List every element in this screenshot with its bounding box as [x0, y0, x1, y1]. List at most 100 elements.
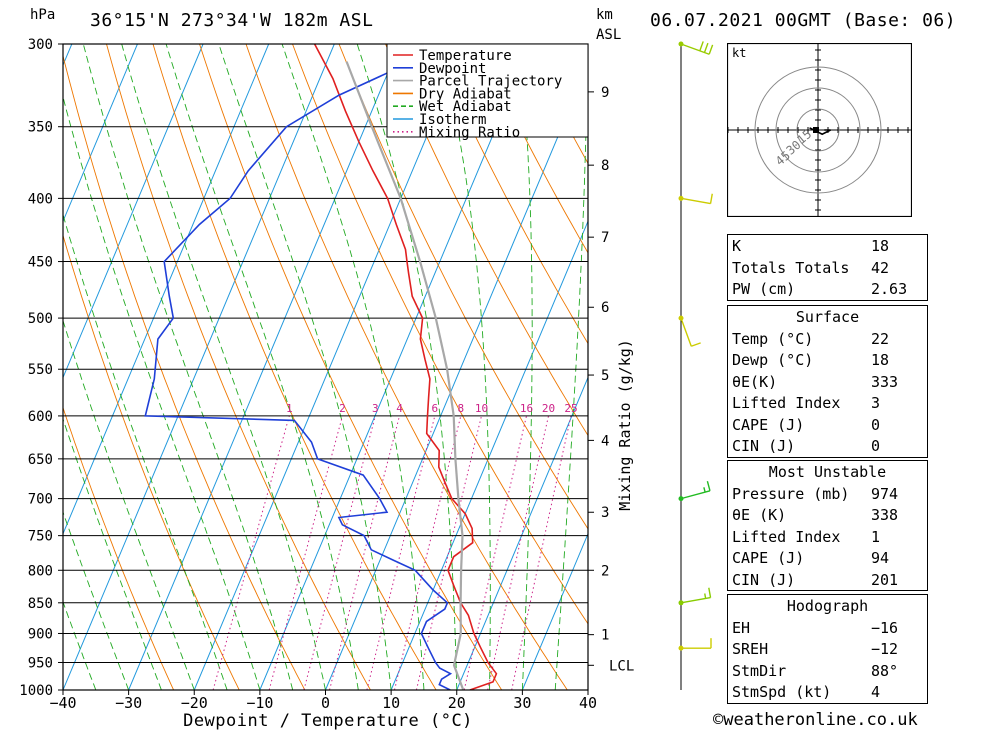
wind-barb-flag	[703, 487, 706, 493]
x-axis-title: Dewpoint / Temperature (°C)	[183, 711, 473, 731]
hodograph-index-value: −12	[871, 640, 899, 658]
dry-adiabat-line	[990, 44, 1000, 690]
hodograph-ring	[796, 108, 840, 152]
most-unstable-label: Pressure (mb)	[732, 484, 850, 503]
pressure-tick-label: 450	[28, 255, 53, 271]
pressure-tick-label: 300	[28, 37, 53, 53]
most-unstable-row: CAPE (J) 94	[728, 548, 927, 570]
temperature-profile	[313, 44, 498, 690]
isotherm-line	[193, 44, 467, 690]
isotherm-line	[456, 376, 588, 690]
most-unstable-value: 974	[871, 484, 899, 503]
location-title: 36°15'N 273°34'W 182m ASL	[90, 10, 374, 31]
km-tick-label: 8	[601, 158, 609, 174]
surface-row: Dewp (°C) 18	[728, 350, 927, 372]
surface-value: 18	[871, 351, 890, 369]
datetime-title: 06.07.2021 00GMT (Base: 06)	[650, 10, 957, 31]
wind-barb-flag	[708, 587, 712, 598]
wet-adiabat-line	[63, 600, 97, 690]
asl-unit-label: ASL	[596, 27, 622, 43]
hodograph-index-value: 4	[871, 683, 881, 701]
mixing-ratio-line	[415, 415, 482, 690]
hodograph-index-label: SREH	[732, 640, 769, 658]
temperature-tick-label: 20	[448, 694, 466, 712]
mixing-ratio-label: 16	[520, 402, 533, 415]
pressure-tick-label: 350	[28, 120, 53, 136]
isotherm-line	[128, 44, 401, 690]
mixing-ratio-label: 1	[286, 402, 293, 415]
pressure-tick-label: 600	[28, 409, 53, 425]
index-row: PW (cm) 2.63	[728, 279, 927, 301]
isotherm-line	[63, 44, 204, 379]
legend-entry-label: Dewpoint	[419, 61, 486, 77]
hodograph-index-row: StmSpd (kt) 4	[728, 682, 927, 704]
dry-adiabat-line	[478, 44, 588, 254]
index-value: 18	[871, 237, 890, 255]
most-unstable-value: 1	[871, 527, 881, 546]
most-unstable-label: CAPE (J)	[732, 549, 805, 567]
most-unstable-box: Most Unstable Pressure (mb) 974 θE (K) 338 Li…	[727, 460, 928, 591]
index-label: K	[732, 237, 742, 255]
km-unit-label: km	[596, 7, 613, 23]
wet-adiabat-line	[63, 510, 130, 690]
dry-adiabat-line	[385, 44, 588, 437]
mixing-ratio-label: 8	[457, 402, 464, 415]
pressure-tick-label: 850	[28, 596, 53, 612]
surface-label: CAPE (J)	[732, 415, 805, 434]
surface-section-title: Surface	[795, 308, 860, 326]
surface-row: Lifted Index 3	[728, 393, 927, 415]
isotherm-line	[259, 44, 532, 690]
most-unstable-label: θE (K)	[732, 506, 787, 524]
pressure-tick-label: 650	[28, 452, 53, 468]
footer-site: weatheronline.co.uk	[723, 710, 918, 730]
hodograph-index-label: StmSpd (kt)	[732, 683, 832, 701]
dry-adiabat-line	[292, 44, 588, 625]
mixing-ratio-label: 4	[396, 402, 403, 415]
temperature-tick-label: −30	[115, 694, 142, 712]
mixing-ratio-label: 3	[372, 402, 379, 415]
mixing-ratio-label: 20	[542, 402, 555, 415]
hodograph-ring	[754, 66, 882, 194]
index-value: 42	[871, 258, 890, 277]
surface-label: Dewp (°C)	[732, 351, 814, 369]
most-unstable-value: 338	[871, 506, 899, 524]
wet-adiabat-line	[63, 417, 162, 690]
wind-barb-flag	[704, 593, 707, 599]
wind-barb-flag	[691, 342, 701, 347]
km-tick-label: 7	[601, 230, 609, 246]
most-unstable-row: θE (K) 338	[728, 505, 927, 527]
index-row: Totals Totals 42	[728, 258, 927, 280]
isotherm-line	[390, 219, 588, 690]
surface-value: 3	[871, 394, 881, 412]
isotherm-line	[0, 44, 6, 690]
legend-entry-label: Mixing Ratio	[419, 125, 520, 141]
mixing-ratio-label: 2	[339, 402, 346, 415]
temperature-tick-label: 10	[382, 694, 400, 712]
temperature-tick-label: 40	[579, 694, 597, 712]
surface-row: CAPE (J) 0	[728, 415, 927, 437]
km-tick-label: 5	[601, 368, 609, 384]
wind-barb-flag	[708, 44, 714, 55]
indices-top-box: K 18 Totals Totals 42 PW (cm) 2.63	[727, 234, 928, 301]
hodograph-ring	[775, 87, 861, 173]
hodograph-indices-box: Hodograph EH −16 SREH −12 StmDir 88° StmSpd (kt…	[727, 594, 928, 704]
most-unstable-row: CIN (J) 201	[728, 570, 927, 592]
dry-adiabat-line	[338, 44, 588, 530]
mixing-ratio-line	[329, 415, 400, 690]
pressure-tick-label: 750	[28, 529, 53, 545]
dry-adiabat-line	[944, 44, 1000, 690]
wind-barb-flag	[709, 193, 713, 204]
hodograph-unit-label: kt	[732, 46, 746, 60]
isotherm-line	[63, 44, 270, 536]
surface-value: 22	[871, 329, 890, 348]
legend-entry-label: Parcel Trajectory	[419, 74, 562, 90]
wet-adiabat-line	[356, 44, 458, 690]
most-unstable-value: 201	[871, 570, 899, 589]
hodograph-index-label: StmDir	[732, 661, 787, 680]
most-unstable-row: Pressure (mb) 974	[728, 484, 927, 506]
most-unstable-label: CIN (J)	[732, 570, 796, 589]
temperature-tick-label: −40	[49, 694, 76, 712]
